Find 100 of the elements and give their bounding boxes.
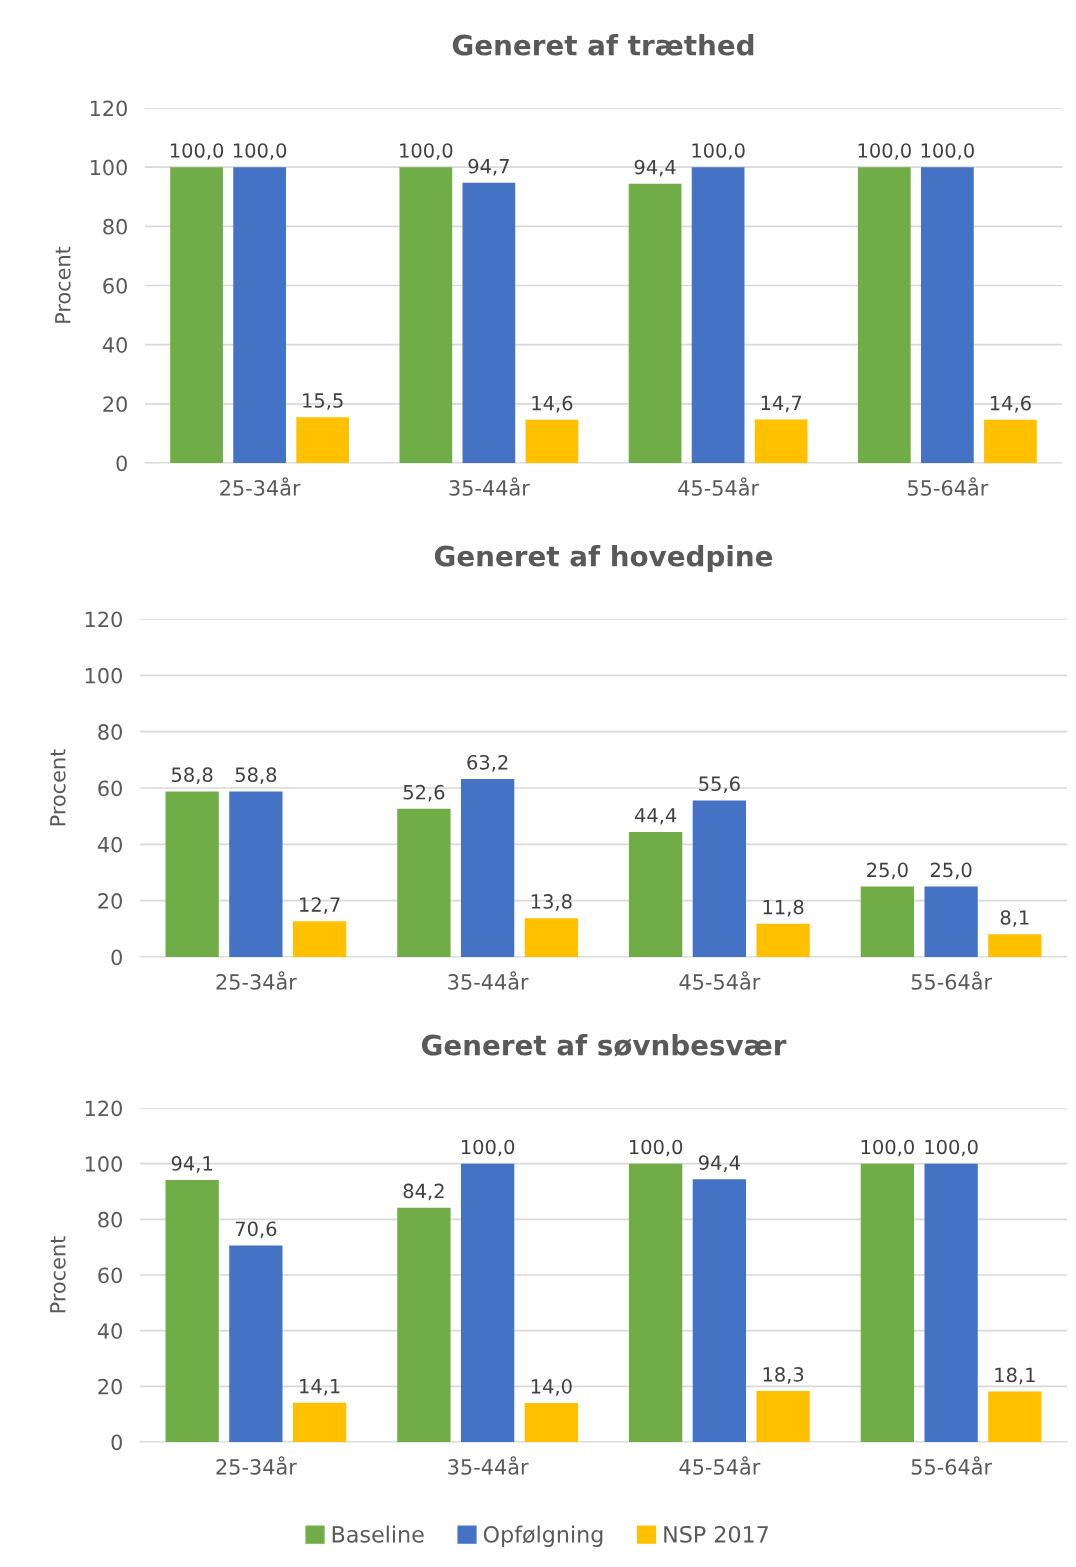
y-tick-label: 0 <box>116 455 127 472</box>
bar <box>984 419 1037 463</box>
y-tick-label: 100 <box>85 1156 122 1172</box>
bar <box>860 1163 915 1442</box>
bar <box>292 921 347 957</box>
y-tick-label: 80 <box>103 218 127 235</box>
y-tick-label: 80 <box>98 724 122 740</box>
bar <box>756 923 810 957</box>
bar <box>524 918 579 957</box>
data-label: 100,0 <box>170 143 224 160</box>
bar <box>921 167 974 463</box>
y-tick-label: 20 <box>103 396 127 413</box>
bar <box>691 167 745 463</box>
data-label: 94,7 <box>468 158 509 176</box>
data-label: 63,2 <box>467 754 508 772</box>
chart-title: Generet af hovedpine <box>434 545 773 572</box>
data-label: 52,6 <box>403 784 445 802</box>
data-label: 100,0 <box>233 143 287 160</box>
bar <box>460 778 515 957</box>
bar <box>857 167 911 463</box>
bar <box>756 1391 810 1442</box>
bar <box>165 791 219 957</box>
data-label: 100,0 <box>629 1139 683 1157</box>
x-tick-label: 25-34år <box>216 971 297 990</box>
legend-label: Opfølgning <box>483 1525 603 1547</box>
bar <box>628 1163 683 1442</box>
data-label: 11,8 <box>763 899 804 917</box>
bar <box>229 791 283 957</box>
y-tick-label: 40 <box>97 836 122 853</box>
y-tick-label: 60 <box>98 780 122 797</box>
chart-title: Generet af søvnbesvær <box>421 1034 787 1057</box>
x-tick-label: 45-54år <box>679 1456 761 1475</box>
x-tick-label: 55-64år <box>911 1456 993 1475</box>
data-label: 14,0 <box>531 1379 572 1396</box>
data-label: 100,0 <box>461 1139 515 1157</box>
data-label: 44,4 <box>634 808 677 825</box>
data-label: 25,0 <box>867 862 908 880</box>
bar <box>988 1391 1042 1442</box>
data-label: 12,7 <box>300 897 340 914</box>
data-label: 100,0 <box>921 143 974 160</box>
x-tick-label: 25-34år <box>220 477 301 496</box>
y-tick-label: 80 <box>98 1211 122 1228</box>
y-tick-label: 20 <box>98 893 122 909</box>
data-label: 8,1 <box>1000 910 1029 927</box>
y-tick-label: 40 <box>97 1323 122 1339</box>
x-tick-label: 55-64år <box>911 971 993 990</box>
bar <box>628 831 683 957</box>
bar <box>628 183 682 463</box>
y-tick-label: 0 <box>111 1434 122 1451</box>
chart-title: Generet af træthed <box>452 34 754 56</box>
y-tick-label: 60 <box>103 277 127 294</box>
bar <box>397 808 451 957</box>
y-tick-label: 0 <box>111 949 122 966</box>
data-label: 100,0 <box>858 143 911 160</box>
bar <box>692 1179 747 1442</box>
bar <box>233 167 286 463</box>
y-tick-label: 120 <box>85 1100 122 1117</box>
data-label: 94,4 <box>698 1155 740 1172</box>
bar <box>860 886 915 957</box>
data-label: 13,8 <box>531 894 572 911</box>
x-tick-label: 45-54år <box>678 477 760 496</box>
data-label: 70,6 <box>235 1221 277 1239</box>
legend-label: Baseline <box>332 1525 424 1543</box>
x-tick-label: 25-34år <box>216 1456 297 1475</box>
y-tick-label: 120 <box>90 100 127 117</box>
y-tick-label: 40 <box>102 337 127 353</box>
data-label: 18,3 <box>763 1367 804 1384</box>
y-tick-label: 20 <box>98 1378 122 1395</box>
data-label: 55,6 <box>699 776 740 794</box>
data-label: 25,0 <box>930 862 972 880</box>
data-label: 94,4 <box>634 159 676 177</box>
bar <box>397 1207 451 1442</box>
y-tick-label: 100 <box>90 159 127 176</box>
data-label: 14,6 <box>532 395 573 413</box>
bar <box>399 167 453 463</box>
data-label: 18,1 <box>995 1367 1035 1385</box>
x-tick-label: 35-44år <box>449 477 530 496</box>
y-axis-title: Procent <box>50 749 66 826</box>
x-tick-label: 45-54år <box>679 971 761 990</box>
data-label: 14,7 <box>761 395 802 413</box>
y-tick-label: 60 <box>98 1267 122 1284</box>
x-tick-label: 35-44år <box>448 971 529 990</box>
bar <box>924 1163 978 1442</box>
y-axis-title: Procent <box>50 1236 66 1313</box>
data-label: 58,8 <box>235 767 277 785</box>
data-label: 100,0 <box>400 143 453 160</box>
bar <box>924 886 978 957</box>
x-tick-label: 35-44år <box>448 1456 529 1475</box>
legend-label: NSP 2017 <box>664 1525 768 1543</box>
data-label: 100,0 <box>925 1139 978 1157</box>
data-label: 100,0 <box>861 1139 914 1157</box>
bar <box>296 417 350 463</box>
data-label: 84,2 <box>403 1183 444 1201</box>
bar <box>462 182 516 463</box>
data-label: 14,6 <box>990 395 1031 413</box>
data-label: 15,5 <box>303 393 343 410</box>
y-tick-label: 100 <box>85 667 122 684</box>
bar <box>988 934 1042 957</box>
data-label: 94,1 <box>171 1156 212 1173</box>
bar <box>692 800 747 957</box>
